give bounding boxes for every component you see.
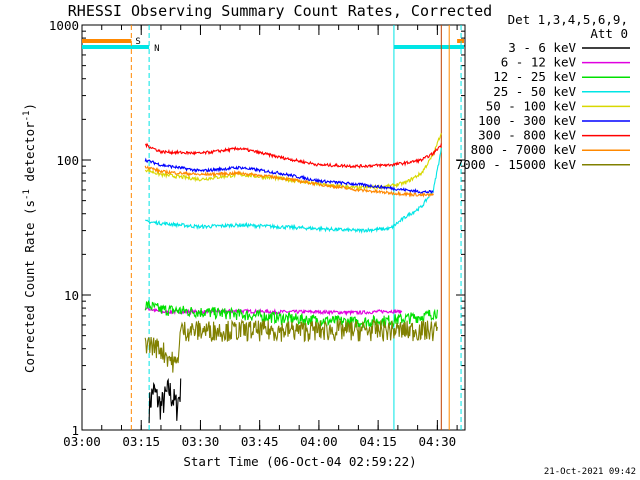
y-axis-label-part3: ) <box>22 103 37 111</box>
legend-label: 6 - 12 keV <box>501 55 577 70</box>
plot-frame <box>81 24 466 431</box>
y-tick-label: 10 <box>64 288 79 303</box>
series-line-25-50-kev <box>144 147 442 235</box>
series-line-7000-15000-kev <box>144 318 438 373</box>
series-line-300-800-kev <box>145 142 442 170</box>
x-tick-label: 04:00 <box>300 434 338 449</box>
y-axis-label: Corrected Count Rate (s-1 detector-1) <box>22 103 37 373</box>
night-marker-label: N <box>154 44 159 54</box>
plot-area-border <box>81 24 466 431</box>
legend-header-line1: Det 1,3,4,5,6,9, <box>508 12 628 27</box>
y-axis-ticks: 1 10 100 1000 <box>49 18 465 438</box>
legend-label: 50 - 100 keV <box>486 98 577 113</box>
y-axis-label-part1: Corrected Count Rate (s <box>22 200 37 373</box>
x-axis-ticks: 03:00 03:15 03:30 03:45 04:00 04:15 04:30 <box>63 25 458 449</box>
y-tick-label: 100 <box>56 153 79 168</box>
x-tick-label: 04:15 <box>359 434 397 449</box>
legend-label: 7000 - 15000 keV <box>456 157 577 172</box>
x-tick-label: 03:30 <box>182 434 220 449</box>
legend-label: 300 - 800 keV <box>478 128 576 143</box>
legend-header-line2: Att 0 <box>590 26 628 41</box>
y-axis-label-sup2: -1 <box>22 111 32 122</box>
series-line-100-300-kev <box>144 157 434 194</box>
x-tick-label: 03:00 <box>63 434 101 449</box>
x-tick-label: 03:15 <box>122 434 160 449</box>
legend-label: 3 - 6 keV <box>508 40 576 55</box>
y-axis-label-part2: detector <box>22 121 37 189</box>
saa-marker-label: S <box>135 37 140 47</box>
y-tick-label: 1 <box>71 423 79 438</box>
y-tick-label: 1000 <box>49 18 79 33</box>
series-line-800-7000-kev <box>144 165 434 198</box>
legend-label: 100 - 300 keV <box>478 113 576 128</box>
x-tick-label: 03:45 <box>241 434 279 449</box>
series-lines <box>144 133 442 424</box>
legend-label: 12 - 25 keV <box>493 69 576 84</box>
x-tick-label: 04:30 <box>419 434 457 449</box>
y-axis-label-sup1: -1 <box>22 189 32 200</box>
series-line-3-6-kev <box>148 377 182 424</box>
chart-title: RHESSI Observing Summary Count Rates, Co… <box>68 2 492 20</box>
legend-label: 25 - 50 keV <box>493 84 576 99</box>
timestamp: 21-Oct-2021 09:42 <box>544 467 636 477</box>
legend-label: 800 - 7000 keV <box>471 142 577 157</box>
x-axis-label: Start Time (06-Oct-04 02:59:22) <box>183 454 416 469</box>
background-markers: SN <box>82 25 464 430</box>
